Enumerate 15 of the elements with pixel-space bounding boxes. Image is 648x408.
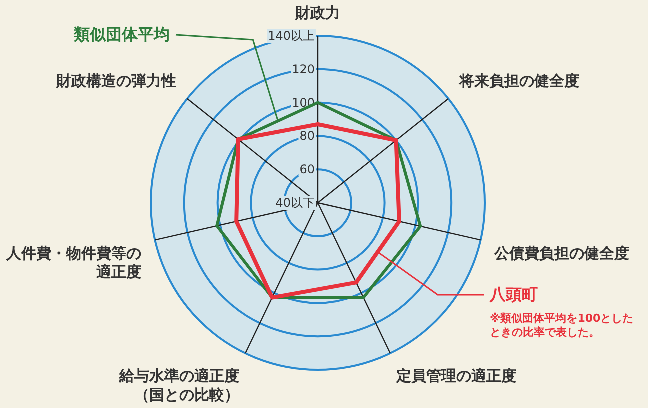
spoke-label: 給与水準の適正度（国との比較） [118,367,240,404]
spoke-label: 財政力 [294,4,340,22]
y-tick-label: 40以下 [276,196,315,210]
text: ※類似団体平均を100としたときの比率で表した。 [490,312,634,339]
text: 類似団体平均 [73,25,170,44]
y-tick-label: 140以上 [268,29,315,43]
y-tick-label: 120 [292,62,315,76]
spoke-label: 財政構造の弾力性 [55,72,176,90]
y-tick-label: 80 [300,129,315,144]
spoke-label: 定員管理の適正度 [396,367,517,386]
y-tick-label: 60 [300,162,315,177]
text: 八頭町 [489,285,538,304]
spoke-label: 将来負担の健全度 [458,72,580,90]
spoke-label: 公債費負担の健全度 [493,244,630,262]
spoke-label: 人件費・物件費等の適正度 [6,244,142,282]
